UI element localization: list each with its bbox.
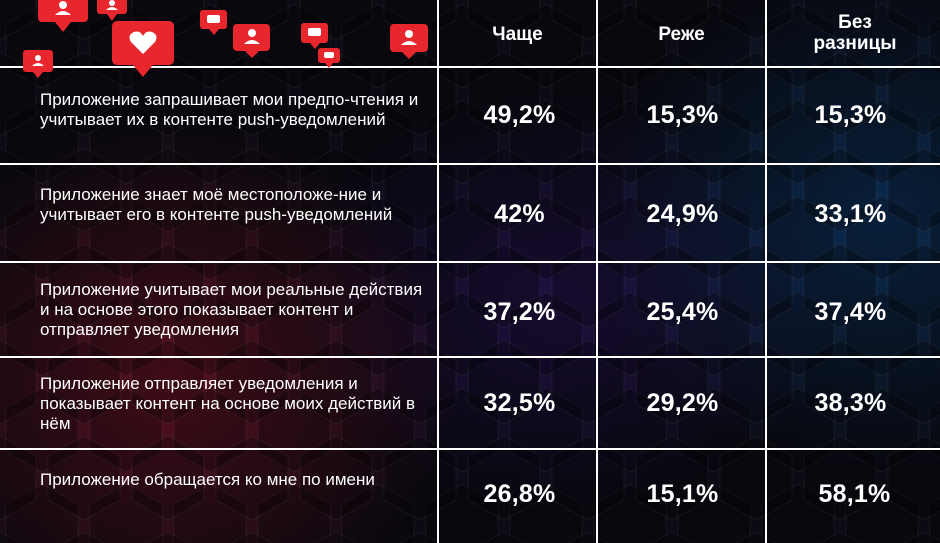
cell-no-difference: 33,1% — [814, 200, 887, 228]
cell-no-difference: 58,1% — [818, 480, 891, 508]
user-icon — [233, 24, 270, 58]
column-header-more-often: Чаще — [492, 24, 543, 45]
column-divider — [765, 0, 767, 543]
comment-icon — [318, 48, 340, 68]
row-label: Приложение запрашивает мои предпо-чтения… — [40, 90, 419, 129]
cell-more-often: 49,2% — [483, 101, 556, 129]
column-header-no-difference: Без разницы — [813, 12, 897, 54]
cell-no-difference: 15,3% — [814, 101, 887, 129]
row-label: Приложение учитывает мои реальные действ… — [40, 280, 423, 339]
cell-more-often: 37,2% — [483, 298, 556, 326]
cell-less-often: 25,4% — [646, 298, 719, 326]
cell-more-often: 32,5% — [483, 389, 556, 417]
comment-icon — [200, 10, 227, 35]
cell-less-often: 15,3% — [646, 101, 719, 129]
row-label: Приложение знает моё местоположе-ние и у… — [40, 185, 393, 224]
user-icon — [38, 0, 88, 32]
cell-less-often: 29,2% — [646, 389, 719, 417]
heart-icon — [112, 21, 174, 77]
column-divider — [437, 0, 439, 543]
cell-less-often: 24,9% — [646, 200, 719, 228]
cell-less-often: 15,1% — [646, 480, 719, 508]
cell-more-often: 42% — [494, 200, 545, 228]
cell-no-difference: 38,3% — [814, 389, 887, 417]
column-divider — [596, 0, 598, 543]
row-divider — [0, 163, 940, 165]
row-label: Приложение обращается ко мне по имени — [40, 470, 375, 489]
comment-icon — [301, 23, 328, 49]
notification-decor — [23, 0, 428, 78]
user-icon — [23, 50, 53, 78]
user-icon — [97, 0, 127, 21]
row-label: Приложение отправляет уведомления и пока… — [40, 374, 416, 433]
column-header-less-often: Реже — [658, 24, 705, 45]
row-divider — [0, 356, 940, 358]
user-icon — [390, 24, 428, 59]
row-divider — [0, 66, 940, 68]
row-divider — [0, 448, 940, 450]
cell-more-often: 26,8% — [483, 480, 556, 508]
row-divider — [0, 261, 940, 263]
cell-no-difference: 37,4% — [814, 298, 887, 326]
